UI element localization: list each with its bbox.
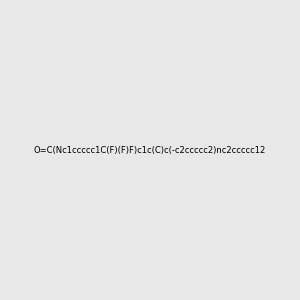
Text: O=C(Nc1ccccc1C(F)(F)F)c1c(C)c(-c2ccccc2)nc2ccccc12: O=C(Nc1ccccc1C(F)(F)F)c1c(C)c(-c2ccccc2)… — [34, 146, 266, 154]
